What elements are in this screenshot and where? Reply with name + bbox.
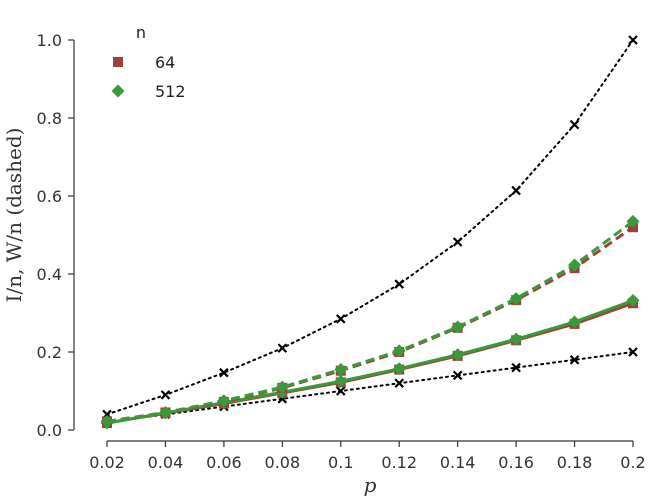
data-point [451,348,465,362]
data-point [336,314,346,324]
data-point [626,214,640,228]
data-point [217,394,231,408]
x-tick-label: 0.08 [265,453,301,472]
series-layer [100,35,640,430]
legend-entry: 512 [111,82,186,101]
legend: n 64 512 [111,23,186,101]
data-point [509,332,523,346]
series-5-dashed [100,214,640,428]
y-tick-label: 1.0 [37,31,62,50]
data-point [219,367,229,378]
x-tick-label: 0.2 [620,453,645,472]
x-ticks: 0.02 0.04 0.06 0.08 0.1 0.12 0.14 0.16 0.18 0.2 [89,441,646,472]
x-tick-label: 0.06 [206,453,242,472]
x-tick-label: 0.1 [328,453,353,472]
data-point [569,119,580,130]
data-point [392,344,406,358]
legend-title: n [136,23,146,42]
data-point [158,405,172,419]
series-line [106,351,634,424]
x-tick-label: 0.04 [148,453,184,472]
data-point [568,315,582,329]
x-tick-label: 0.14 [440,453,476,472]
legend-label: 64 [155,53,175,72]
y-tick-label: 0.4 [37,265,62,284]
axes [73,40,633,442]
data-point [100,414,114,428]
data-point [160,390,171,400]
data-point [277,343,288,353]
y-ticks: 0.0 0.2 0.4 0.6 0.8 1.0 [37,31,74,440]
data-point [394,279,404,289]
data-point [628,35,638,45]
data-point [509,292,523,306]
x-tick-label: 0.02 [89,453,125,472]
data-point [511,362,521,373]
legend-label: 512 [155,82,186,101]
y-axis-label: I/n, W/n (dashed) [2,128,26,303]
y-tick-label: 0.0 [37,421,62,440]
x-tick-label: 0.12 [381,453,417,472]
legend-marker [113,57,123,67]
y-tick-label: 0.6 [37,187,62,206]
data-point [569,355,580,365]
series-line [106,225,634,423]
data-point [452,370,463,381]
data-point [451,320,465,334]
y-tick-label: 0.2 [37,343,62,362]
data-point [275,380,289,394]
data-point [334,374,348,388]
data-point [511,185,521,196]
series-4-dashed [102,222,638,427]
data-point [452,237,463,247]
data-point [336,386,346,396]
series-line [106,220,634,423]
x-tick-label: 0.18 [557,453,593,472]
series-line [106,39,634,416]
legend-marker [111,84,125,98]
series-0-dotted [102,35,638,420]
legend-entry: 64 [113,53,175,72]
data-point [626,294,640,308]
x-axis-label: p [364,473,377,497]
data-point [392,362,406,376]
data-point [334,363,348,377]
y-tick-label: 0.8 [37,109,62,128]
x-tick-label: 0.16 [498,453,534,472]
data-point [568,258,582,272]
data-point [394,378,404,388]
data-point [628,347,638,357]
